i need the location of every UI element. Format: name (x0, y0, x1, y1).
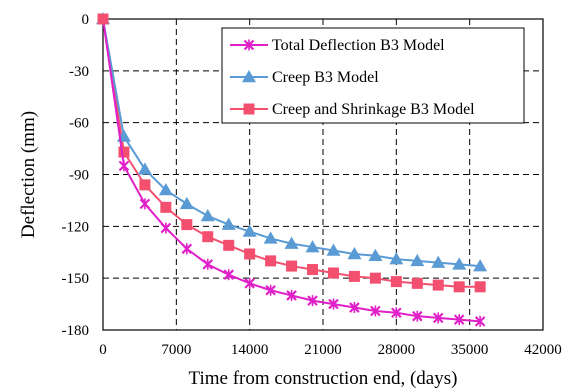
x-axis-title: Time from construction end, (days) (189, 368, 458, 389)
y-tick-label: -90 (69, 168, 89, 184)
legend-label: Total Deflection B3 Model (272, 37, 445, 54)
data-point (139, 198, 151, 210)
data-point (389, 252, 404, 265)
data-point (181, 219, 193, 231)
data-point (223, 239, 235, 251)
data-point (263, 231, 278, 244)
legend-label: Creep and Shrinkage B3 Model (272, 101, 475, 118)
data-point (137, 162, 152, 175)
data-point (286, 260, 298, 272)
y-tick-label: -60 (69, 116, 89, 132)
data-point (179, 196, 194, 210)
data-point (369, 272, 381, 284)
data-point (223, 269, 234, 281)
data-point (326, 243, 341, 256)
data-point (453, 281, 465, 293)
legend-marker (242, 70, 256, 83)
data-point (348, 270, 360, 282)
x-tick-label: 0 (99, 342, 107, 358)
data-point (474, 281, 486, 293)
data-point (474, 315, 486, 327)
legend-label: Creep B3 Model (272, 69, 379, 86)
y-tick-label: -150 (62, 271, 90, 287)
legend-marker (243, 103, 255, 115)
data-point (160, 222, 172, 234)
data-point (265, 255, 277, 267)
x-tick-label: 28000 (378, 342, 416, 358)
data-point (202, 258, 214, 270)
data-point (244, 248, 256, 260)
data-point (305, 240, 320, 253)
x-tick-label: 21000 (304, 342, 342, 358)
series-3 (97, 13, 486, 293)
y-tick-label: -180 (62, 323, 90, 339)
data-point (307, 295, 318, 307)
data-point (284, 236, 299, 249)
y-axis-title: Deflection (mm) (18, 111, 39, 238)
data-point (181, 243, 193, 255)
data-point (349, 302, 360, 314)
data-point (411, 277, 423, 289)
data-point (307, 264, 319, 276)
x-tick-label: 7000 (161, 342, 191, 358)
legend: Total Deflection B3 Model Creep B3 Model C… (221, 27, 525, 124)
data-point (347, 246, 362, 260)
data-point (221, 217, 236, 230)
data-point (452, 257, 467, 270)
data-point (473, 259, 488, 272)
data-point (432, 279, 444, 291)
legend-item: Total Deflection B3 Model (230, 37, 445, 54)
data-point (412, 310, 423, 322)
y-tick-label: -30 (69, 64, 89, 80)
data-point (118, 146, 130, 158)
data-point (202, 231, 214, 243)
legend-item: Creep and Shrinkage B3 Model (230, 101, 475, 118)
data-point (370, 305, 381, 317)
data-point (244, 277, 255, 289)
data-point (453, 314, 465, 326)
data-point (200, 208, 215, 222)
data-point (242, 224, 257, 237)
data-point (327, 267, 339, 279)
data-point (286, 289, 297, 301)
legend-marker (243, 39, 255, 51)
plot-frame (102, 18, 544, 331)
data-point (391, 307, 402, 319)
data-point (328, 298, 339, 310)
x-tick-label: 35000 (451, 342, 489, 358)
data-point (160, 201, 172, 213)
data-point (118, 160, 130, 172)
data-point (431, 255, 446, 268)
data-point (265, 284, 276, 296)
x-tick-label: 14000 (231, 342, 269, 358)
data-point-origin (97, 13, 109, 25)
data-point (432, 312, 444, 324)
data-point (158, 183, 173, 196)
data-point (390, 276, 402, 288)
series-group (96, 12, 488, 327)
y-tick-label: 0 (82, 12, 90, 28)
axis-ticks: 0 7000 14000 21000 28000 35000 42000 0 -30 -60 -90… (62, 12, 562, 358)
legend-box (221, 27, 525, 124)
x-tick-label: 42000 (524, 342, 562, 358)
y-tick-label: -120 (62, 219, 90, 235)
legend-item: Creep B3 Model (230, 69, 379, 86)
data-point (139, 179, 151, 191)
series-1 (97, 13, 486, 327)
data-point (410, 253, 425, 267)
data-point (368, 248, 383, 261)
